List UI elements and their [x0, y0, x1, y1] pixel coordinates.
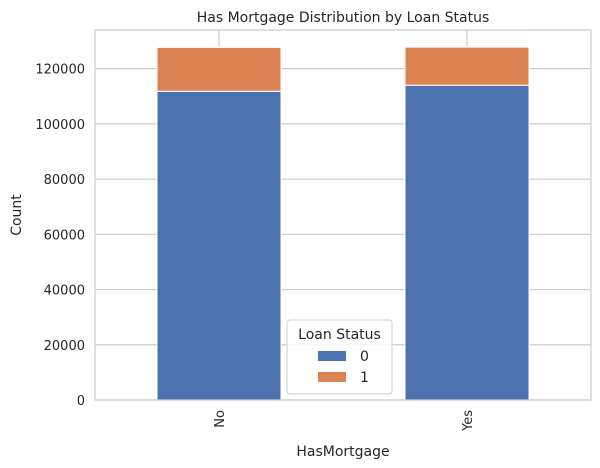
x-tick-label-no: No	[213, 410, 228, 428]
y-tick-label-0: 0	[77, 394, 85, 409]
bar-yes-series-1	[404, 46, 530, 86]
y-axis-label: Count	[9, 194, 25, 236]
x-tick-label-yes: Yes	[461, 410, 476, 432]
y-tick-label-3: 60000	[44, 228, 85, 243]
x-axis-label: HasMortgage	[296, 444, 389, 460]
legend-label-0: 0	[360, 349, 369, 365]
y-tick-label-6: 120000	[35, 63, 85, 78]
legend-label-1: 1	[360, 370, 369, 386]
bar-yes-series-0	[404, 84, 530, 401]
legend-swatch-1	[318, 372, 346, 382]
legend-title: Loan Status	[298, 327, 381, 343]
y-tick-label-4: 80000	[44, 173, 85, 188]
y-tick-label-5: 100000	[35, 118, 85, 133]
bar-no-series-1	[156, 46, 282, 92]
y-tick-label-2: 40000	[44, 284, 85, 299]
x-tick-labels: No Yes	[213, 410, 476, 432]
bar-no-series-0	[156, 90, 282, 401]
y-tick-labels: 0 20000 40000 60000 80000 100000 120000	[35, 63, 85, 409]
legend-swatch-0	[318, 351, 346, 361]
plot-frame	[94, 29, 592, 401]
y-tick-label-1: 20000	[44, 339, 85, 354]
bars	[156, 46, 530, 401]
legend: Loan Status 0 1	[286, 319, 393, 395]
chart-title: Has Mortgage Distribution by Loan Status	[197, 10, 490, 26]
